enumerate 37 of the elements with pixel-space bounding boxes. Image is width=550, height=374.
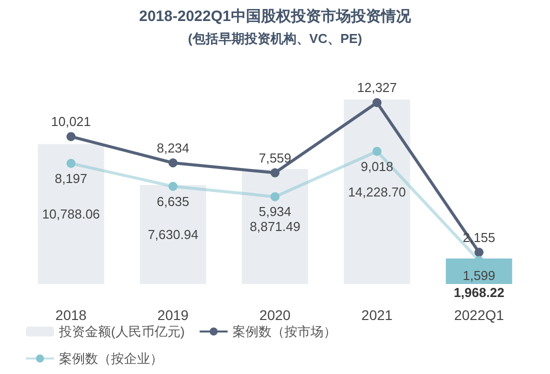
point (372, 146, 382, 156)
data-label: 1,599 (462, 268, 496, 283)
x-tick-label: 2018 (55, 307, 87, 323)
bar (140, 185, 206, 284)
data-label: 1,968.22 (454, 285, 504, 300)
data-label: 14,228.70 (348, 184, 406, 200)
data-label: 8,197 (54, 170, 88, 186)
bar (38, 144, 104, 284)
data-label: 5,934 (258, 204, 292, 220)
point (168, 158, 178, 168)
data-label: 7,630.94 (148, 227, 198, 242)
point (372, 98, 382, 108)
data-label: 7,559 (258, 150, 292, 166)
data-label: 10,788.06 (42, 206, 100, 222)
data-label: 12,327 (357, 80, 397, 96)
legend-label: 案例数（按市场） (232, 324, 337, 339)
point (270, 192, 280, 202)
bar (344, 100, 410, 284)
data-label: 10,021 (51, 114, 91, 130)
point (168, 182, 178, 191)
bar (242, 168, 308, 284)
point (270, 168, 280, 178)
x-tick-label: 2022Q1 (454, 307, 504, 323)
point (66, 158, 76, 168)
x-tick-label: 2021 (361, 307, 393, 323)
chart-subtitle: (包括早期投资机构、VC、PE) (188, 31, 362, 46)
point (474, 248, 484, 257)
chart-title: 2018-2022Q1中国股权投资市场投资情况 (139, 7, 412, 25)
legend-label: 投资金额(人民币亿元) (58, 324, 185, 339)
data-label: 9,018 (360, 158, 394, 174)
data-label: 8,871.49 (250, 218, 300, 234)
legend-label: 案例数（按企业） (59, 351, 163, 366)
x-tick-label: 2019 (157, 307, 189, 323)
x-tick-label: 2020 (259, 307, 291, 323)
point (66, 132, 76, 142)
data-label: 8,234 (156, 140, 190, 156)
data-label: 6,635 (156, 194, 190, 209)
